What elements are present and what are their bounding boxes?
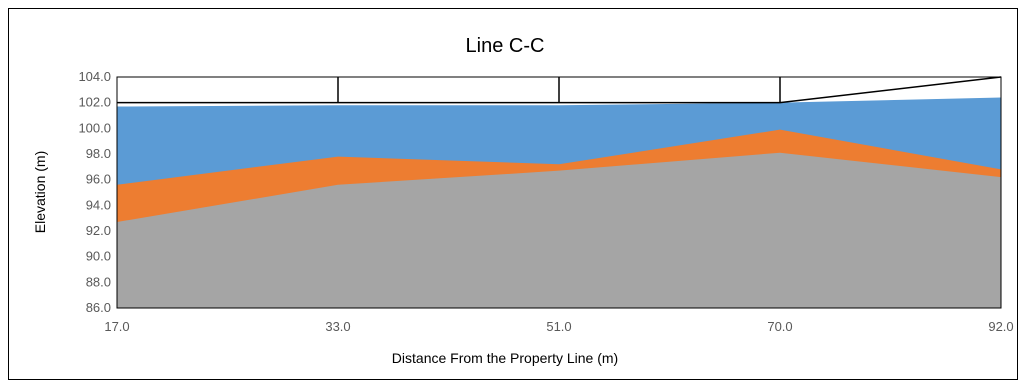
chart-frame: Line C-C 86.0 88.0 90.0 92.0 94.0 96.0 98.0 100… bbox=[8, 8, 1018, 380]
y-tick-label: 94.0 bbox=[86, 197, 111, 212]
y-tick-label: 90.0 bbox=[86, 249, 111, 264]
chart-title: Line C-C bbox=[466, 35, 545, 57]
x-tick-label: 33.0 bbox=[325, 319, 350, 334]
y-tick-label: 92.0 bbox=[86, 223, 111, 238]
y-tick-label: 98.0 bbox=[86, 146, 111, 161]
x-tick-label: 17.0 bbox=[104, 319, 129, 334]
y-tick-label: 96.0 bbox=[86, 172, 111, 187]
ground-layer-area bbox=[117, 152, 1001, 308]
plot-border bbox=[116, 76, 1002, 309]
x-tick-label: 92.0 bbox=[988, 319, 1013, 334]
x-axis-title: Distance From the Property Line (m) bbox=[392, 350, 618, 366]
y-tick-label: 88.0 bbox=[86, 274, 111, 289]
x-axis-ticks: 17.0 33.0 51.0 70.0 92.0 bbox=[104, 319, 1013, 334]
x-tick-label: 51.0 bbox=[546, 319, 571, 334]
y-tick-label: 86.0 bbox=[86, 300, 111, 315]
y-axis-ticks: 86.0 88.0 90.0 92.0 94.0 96.0 98.0 100.0 102.0 10… bbox=[78, 69, 111, 315]
y-tick-label: 102.0 bbox=[78, 95, 111, 110]
reference-line bbox=[117, 76, 1002, 104]
plot-area bbox=[116, 76, 1002, 309]
y-tick-label: 104.0 bbox=[78, 69, 111, 84]
y-tick-label: 100.0 bbox=[78, 120, 111, 135]
y-axis-title: Elevation (m) bbox=[32, 151, 48, 233]
x-tick-label: 70.0 bbox=[767, 319, 792, 334]
elevation-chart: Line C-C 86.0 88.0 90.0 92.0 94.0 96.0 98.0 100… bbox=[32, 35, 1014, 366]
